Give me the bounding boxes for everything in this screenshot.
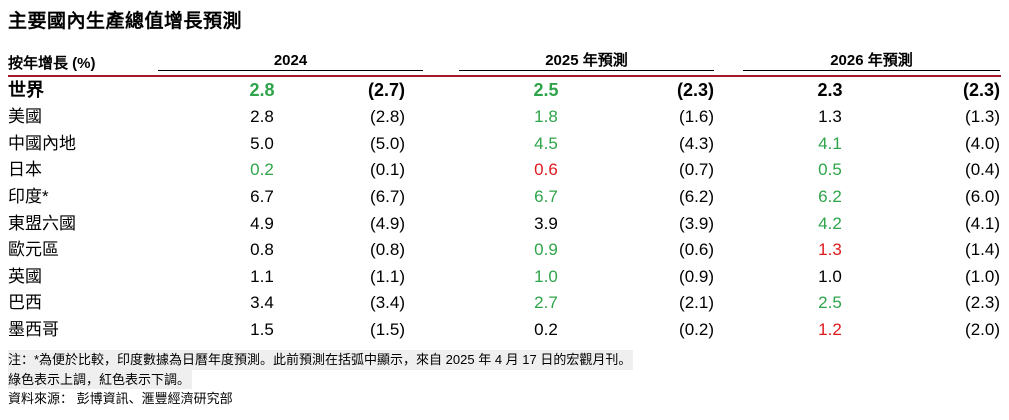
- value-cell: 3.9: [534, 214, 558, 233]
- row-label: 世界: [8, 80, 44, 100]
- value-cell: 1.0: [818, 267, 842, 286]
- value-cell: (2.3): [676, 80, 714, 100]
- value-cell: 1.0: [534, 267, 558, 286]
- table-row: 歐元區 0.8 (0.8) 0.9 (0.6) 1.3 (1.4): [0, 237, 1009, 263]
- value-cell: 2.8: [250, 107, 274, 126]
- value-cell: (1.4): [965, 240, 1000, 259]
- value-cell: 0.6: [534, 160, 558, 179]
- value-cell: (3.4): [370, 293, 405, 312]
- year-2024-header: 2024: [158, 52, 423, 71]
- value-cell: (6.7): [370, 187, 405, 206]
- value-cell: 4.9: [250, 214, 274, 233]
- value-cell: 0.5: [818, 160, 842, 179]
- value-cell: (1.6): [679, 107, 714, 126]
- value-cell: 1.1: [250, 267, 274, 286]
- table-row: 日本 0.2 (0.1) 0.6 (0.7) 0.5 (0.4): [0, 157, 1009, 183]
- value-cell: 0.2: [534, 320, 558, 339]
- value-cell: 1.8: [534, 107, 558, 126]
- value-cell: 1.2: [818, 320, 842, 339]
- row-label: 歐元區: [8, 240, 59, 259]
- value-cell: 4.5: [534, 134, 558, 153]
- table-row: 中國內地 5.0 (5.0) 4.5 (4.3) 4.1 (4.0): [0, 131, 1009, 157]
- value-cell: 0.2: [250, 160, 274, 179]
- value-cell: 4.1: [818, 134, 842, 153]
- source-line: 資料來源： 彭博資訊、滙豐經濟研究部: [8, 391, 233, 406]
- value-cell: (2.1): [679, 293, 714, 312]
- value-cell: (2.8): [370, 107, 405, 126]
- value-cell: 2.5: [533, 80, 559, 100]
- value-cell: (2.3): [965, 293, 1000, 312]
- table-row: 世界 2.8 (2.7) 2.5 (2.3) 2.3 (2.3): [0, 77, 1009, 103]
- row-label: 美國: [8, 107, 42, 126]
- note-line: 綠色表示上調，紅色表示下調。: [8, 369, 193, 389]
- year-2025-header: 2025 年預測: [459, 52, 714, 71]
- value-cell: 6.2: [818, 187, 842, 206]
- table-row: 英國 1.1 (1.1) 1.0 (0.9) 1.0 (1.0): [0, 264, 1009, 290]
- value-cell: 0.9: [534, 240, 558, 259]
- value-cell: (1.3): [965, 107, 1000, 126]
- value-cell: (5.0): [370, 134, 405, 153]
- row-label: 印度*: [8, 187, 49, 206]
- table-row: 墨西哥 1.5 (1.5) 0.2 (0.2) 1.2 (2.0): [0, 317, 1009, 343]
- value-cell: (3.9): [679, 214, 714, 233]
- note-line: 注：*為便於比較，印度數據為日曆年度預測。此前預測在括弧中顯示，來自 2025 …: [8, 350, 634, 370]
- value-cell: 1.3: [818, 240, 842, 259]
- value-cell: (0.4): [965, 160, 1000, 179]
- value-cell: 2.8: [249, 80, 275, 100]
- table-row: 美國 2.8 (2.8) 1.8 (1.6) 1.3 (1.3): [0, 104, 1009, 130]
- value-cell: (6.2): [679, 187, 714, 206]
- value-cell: 6.7: [534, 187, 558, 206]
- value-cell: 0.8: [250, 240, 274, 259]
- table-header: 按年增長 (%) 2024 2025 年預測 2026 年預測: [0, 50, 1009, 74]
- value-cell: (1.5): [370, 320, 405, 339]
- value-cell: 2.3: [817, 80, 843, 100]
- value-cell: (4.0): [965, 134, 1000, 153]
- row-label: 日本: [8, 160, 42, 179]
- value-cell: 1.3: [818, 107, 842, 126]
- value-cell: 2.5: [818, 293, 842, 312]
- value-cell: (2.3): [962, 80, 1000, 100]
- value-cell: (0.7): [679, 160, 714, 179]
- value-cell: (1.1): [370, 267, 405, 286]
- value-cell: 4.2: [818, 214, 842, 233]
- row-label: 東盟六國: [8, 214, 76, 233]
- value-cell: (4.3): [679, 134, 714, 153]
- growth-label: 按年增長 (%): [8, 55, 96, 72]
- value-cell: (0.1): [370, 160, 405, 179]
- table-row: 東盟六國 4.9 (4.9) 3.9 (3.9) 4.2 (4.1): [0, 211, 1009, 237]
- row-label: 英國: [8, 267, 42, 286]
- value-cell: 2.7: [534, 293, 558, 312]
- table-row: 印度* 6.7 (6.7) 6.7 (6.2) 6.2 (6.0): [0, 184, 1009, 210]
- table-row: 巴西 3.4 (3.4) 2.7 (2.1) 2.5 (2.3): [0, 290, 1009, 316]
- value-cell: 1.5: [250, 320, 274, 339]
- value-cell: (2.0): [965, 320, 1000, 339]
- row-label: 巴西: [8, 293, 42, 312]
- value-cell: (2.7): [367, 80, 405, 100]
- page-title: 主要國內生產總值增長預測: [8, 11, 243, 32]
- value-cell: (4.9): [370, 214, 405, 233]
- value-cell: (4.1): [965, 214, 1000, 233]
- row-label: 墨西哥: [8, 320, 59, 339]
- header-divider: [8, 75, 1001, 77]
- value-cell: (0.2): [679, 320, 714, 339]
- value-cell: (1.0): [965, 267, 1000, 286]
- value-cell: 6.7: [250, 187, 274, 206]
- year-2026-header: 2026 年預測: [743, 52, 1000, 71]
- value-cell: 5.0: [250, 134, 274, 153]
- value-cell: (0.9): [679, 267, 714, 286]
- value-cell: (0.6): [679, 240, 714, 259]
- footnotes: 注：*為便於比較，印度數據為日曆年度預測。此前預測在括弧中顯示，來自 2025 …: [8, 350, 634, 409]
- value-cell: (6.0): [965, 187, 1000, 206]
- value-cell: (0.8): [370, 240, 405, 259]
- row-label: 中國內地: [8, 134, 76, 153]
- value-cell: 3.4: [250, 293, 274, 312]
